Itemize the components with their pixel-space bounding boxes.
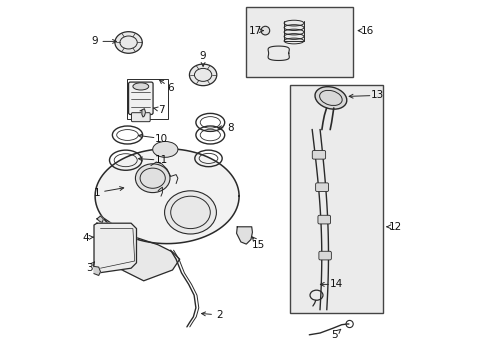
Bar bbox=[289, 85, 382, 313]
Text: 13: 13 bbox=[370, 90, 384, 100]
Text: 7: 7 bbox=[158, 105, 164, 115]
Ellipse shape bbox=[115, 32, 142, 53]
Polygon shape bbox=[94, 223, 136, 273]
Text: 5: 5 bbox=[330, 330, 337, 340]
Text: 2: 2 bbox=[216, 310, 222, 320]
FancyBboxPatch shape bbox=[315, 183, 328, 192]
Ellipse shape bbox=[314, 87, 346, 109]
Text: 17: 17 bbox=[248, 26, 262, 36]
Text: 4: 4 bbox=[82, 233, 88, 243]
Ellipse shape bbox=[135, 164, 170, 193]
Text: 3: 3 bbox=[85, 263, 92, 273]
Text: 1: 1 bbox=[93, 188, 100, 198]
FancyBboxPatch shape bbox=[317, 215, 330, 224]
Text: 14: 14 bbox=[329, 279, 342, 289]
Polygon shape bbox=[97, 216, 103, 222]
FancyBboxPatch shape bbox=[128, 82, 153, 114]
Ellipse shape bbox=[133, 83, 148, 90]
Polygon shape bbox=[95, 149, 239, 244]
FancyBboxPatch shape bbox=[312, 150, 325, 159]
Ellipse shape bbox=[189, 64, 216, 86]
Bar bbox=[126, 79, 168, 119]
Polygon shape bbox=[140, 109, 145, 117]
Text: 16: 16 bbox=[360, 26, 373, 36]
FancyBboxPatch shape bbox=[318, 251, 331, 260]
Text: 10: 10 bbox=[155, 134, 168, 144]
Ellipse shape bbox=[261, 26, 269, 35]
Text: 6: 6 bbox=[167, 83, 174, 93]
Ellipse shape bbox=[152, 141, 178, 157]
Polygon shape bbox=[94, 266, 101, 275]
Text: 11: 11 bbox=[155, 155, 168, 165]
Text: 9: 9 bbox=[92, 36, 98, 46]
Text: 15: 15 bbox=[252, 240, 265, 250]
Ellipse shape bbox=[164, 191, 216, 234]
Text: 8: 8 bbox=[227, 123, 234, 133]
Polygon shape bbox=[101, 216, 179, 281]
Text: 12: 12 bbox=[388, 222, 402, 232]
Bar bbox=[246, 7, 352, 77]
FancyBboxPatch shape bbox=[131, 113, 150, 122]
Text: 9: 9 bbox=[200, 51, 206, 61]
Polygon shape bbox=[236, 227, 252, 244]
